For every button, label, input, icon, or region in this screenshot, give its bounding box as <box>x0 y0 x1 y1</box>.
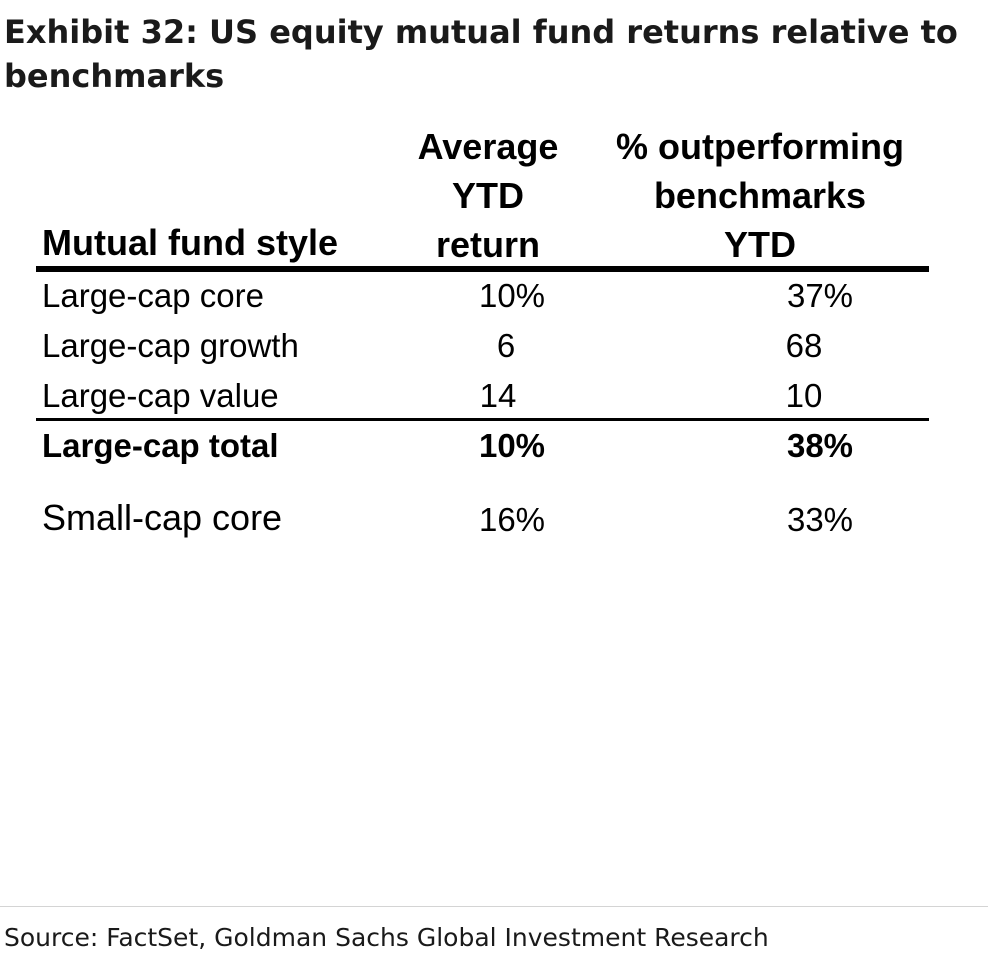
header-line: return <box>435 224 540 265</box>
cell-avg-return: 10% <box>478 277 546 314</box>
cell-avg-return: 6 <box>496 327 516 364</box>
header-line: YTD <box>724 224 796 265</box>
footer-divider <box>0 906 988 907</box>
row-label: Large-cap growth <box>42 327 299 364</box>
header-pct-outperforming: % outperforming benchmarks YTD <box>600 122 920 269</box>
total-rule <box>36 418 929 421</box>
cell-pct-outperforming: 33% <box>786 501 854 538</box>
header-mutual-fund-style: Mutual fund style <box>42 218 338 267</box>
cell-pct-outperforming: 68 <box>785 327 823 364</box>
header-line: % outperforming <box>616 126 904 167</box>
cell-pct-outperforming-total: 38% <box>786 427 854 464</box>
row-label: Small-cap core <box>42 497 283 538</box>
cell-avg-return: 14 <box>479 377 517 414</box>
header-rule <box>36 266 929 272</box>
header-line: Average <box>417 126 559 167</box>
header-line: YTD <box>452 175 524 216</box>
header-average-ytd-return: Average YTD return <box>398 122 578 269</box>
header-line: benchmarks <box>653 175 867 216</box>
exhibit-title: Exhibit 32: US equity mutual fund return… <box>4 13 958 95</box>
row-label: Large-cap value <box>42 377 279 414</box>
header-line: Mutual fund style <box>42 222 338 263</box>
source-note: Source: FactSet, Goldman Sachs Global In… <box>4 923 769 952</box>
cell-pct-outperforming: 37% <box>786 277 854 314</box>
row-label: Large-cap core <box>42 277 264 314</box>
row-label-total: Large-cap total <box>42 427 279 464</box>
cell-pct-outperforming: 10 <box>785 377 823 414</box>
cell-avg-return-total: 10% <box>478 427 546 464</box>
cell-avg-return: 16% <box>478 501 546 538</box>
